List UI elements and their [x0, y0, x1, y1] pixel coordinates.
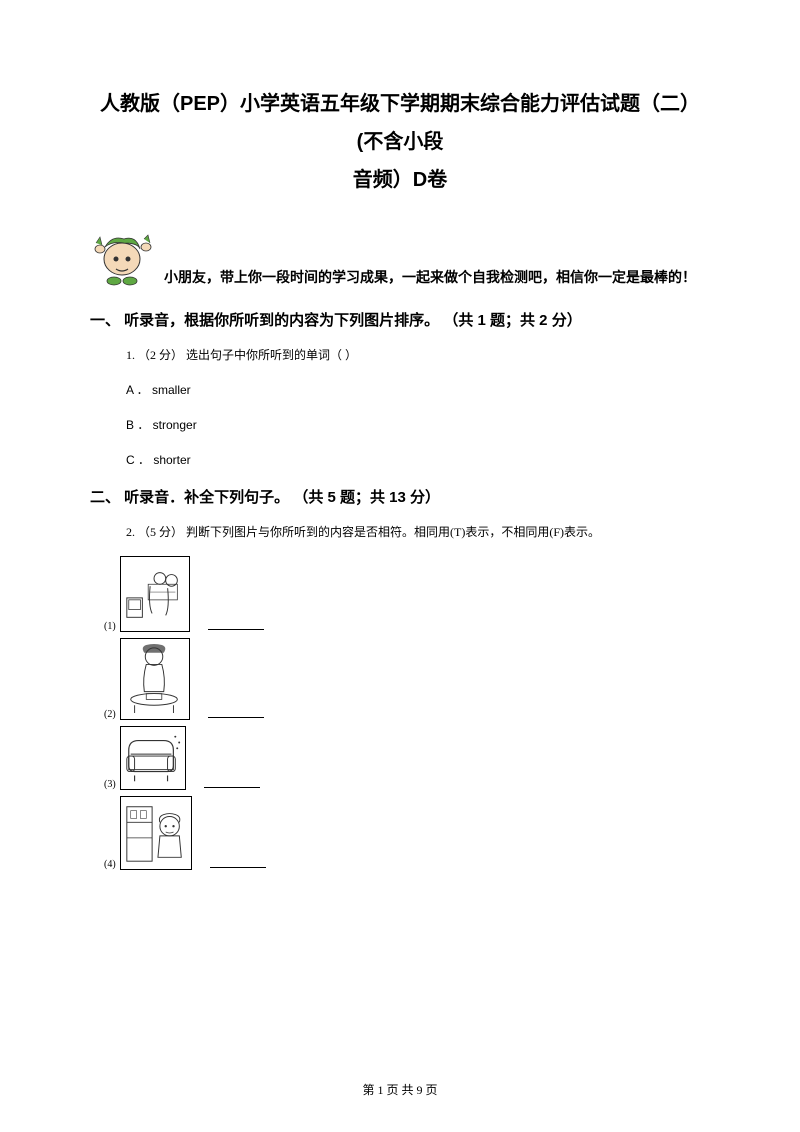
mascot-icon: [90, 229, 158, 291]
q1-option-a: A ． smaller: [126, 381, 710, 398]
title-line-2: 音频）D卷: [90, 161, 710, 199]
image-label-4: (4): [104, 859, 116, 870]
blank-3[interactable]: [204, 787, 260, 788]
title-line-1: 人教版（PEP）小学英语五年级下学期期末综合能力评估试题（二）(不含小段: [90, 85, 710, 161]
image-label-2: (2): [104, 709, 116, 720]
q1-option-b: B ． stronger: [126, 416, 710, 433]
page-footer: 第 1 页 共 9 页: [0, 1081, 800, 1098]
image-box-4: [120, 796, 192, 870]
section-2-heading: 二、 听录音．补全下列句子。 （共 5 题；共 13 分）: [90, 486, 710, 507]
q2-prompt: 2. （5 分） 判断下列图片与你所听到的内容是否相符。相同用(T)表示，不相同…: [126, 523, 710, 540]
q1-prompt: 1. （2 分） 选出句子中你所听到的单词（ ）: [126, 346, 710, 363]
image-box-3: [120, 726, 186, 790]
blank-2[interactable]: [208, 717, 264, 718]
blank-1[interactable]: [208, 629, 264, 630]
image-label-1: (1): [104, 621, 116, 632]
intro-text: 小朋友，带上你一段时间的学习成果，一起来做个自我检测吧，相信你一定是最棒的！: [164, 267, 696, 291]
image-box-2: [120, 638, 190, 720]
section-1-heading: 一、 听录音，根据你所听到的内容为下列图片排序。 （共 1 题；共 2 分）: [90, 309, 710, 330]
image-label-3: (3): [104, 779, 116, 790]
q1-option-c: C ． shorter: [126, 451, 710, 468]
image-row-3: (3): [104, 726, 710, 790]
image-row-1: (1): [104, 556, 710, 632]
image-row-4: (4): [104, 796, 710, 870]
page-title: 人教版（PEP）小学英语五年级下学期期末综合能力评估试题（二）(不含小段 音频）…: [90, 85, 710, 199]
image-box-1: [120, 556, 190, 632]
image-row-2: (2): [104, 638, 710, 720]
intro-row: 小朋友，带上你一段时间的学习成果，一起来做个自我检测吧，相信你一定是最棒的！: [90, 229, 710, 291]
blank-4[interactable]: [210, 867, 266, 868]
